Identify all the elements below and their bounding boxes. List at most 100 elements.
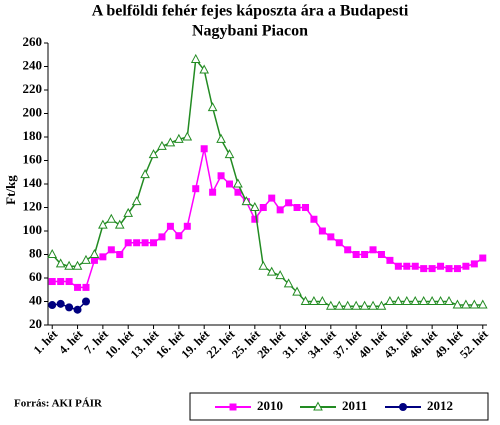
marker [157, 140, 167, 150]
marker [48, 301, 57, 310]
marker [327, 233, 335, 241]
marker [470, 260, 478, 268]
marker [385, 295, 395, 305]
marker [65, 278, 73, 286]
y-tick-label: 200 [23, 104, 43, 119]
y-tick-label: 180 [23, 128, 43, 143]
marker [123, 207, 134, 217]
x-tick-label: 52. hét [457, 327, 491, 361]
marker [224, 149, 235, 159]
marker [250, 201, 260, 211]
y-tick-label: 20 [29, 316, 42, 331]
chart-title: A belföldi fehér fejes káposzta ára a Bu… [92, 3, 409, 20]
x-tick-label: 4. hét [56, 327, 86, 357]
marker [182, 131, 193, 141]
marker [368, 300, 378, 310]
marker [403, 262, 411, 270]
y-tick-label: 60 [29, 269, 42, 284]
marker [344, 246, 352, 254]
marker [276, 206, 284, 214]
marker [351, 300, 361, 310]
marker [401, 295, 412, 305]
marker [72, 260, 83, 270]
y-axis-label: Ft/kg [3, 175, 18, 205]
marker [317, 295, 328, 305]
marker [309, 295, 319, 305]
legend-label: 2010 [257, 398, 283, 413]
marker [200, 145, 208, 153]
marker [359, 300, 370, 310]
marker [55, 258, 66, 268]
marker [361, 251, 369, 258]
y-tick-label: 100 [23, 222, 43, 237]
marker [124, 239, 132, 247]
marker [165, 137, 176, 147]
marker [199, 64, 210, 74]
marker [74, 283, 82, 291]
marker [209, 188, 217, 196]
marker [444, 295, 454, 305]
marker [133, 239, 141, 247]
marker [81, 297, 90, 306]
marker [453, 265, 461, 273]
marker [369, 246, 377, 254]
marker [65, 303, 74, 312]
y-tick-label: 240 [23, 57, 43, 72]
marker [57, 278, 65, 286]
marker [437, 262, 445, 270]
marker [114, 219, 125, 229]
marker [107, 246, 115, 254]
marker [98, 219, 108, 229]
marker [313, 401, 323, 411]
y-tick-label: 40 [29, 292, 42, 307]
marker [166, 222, 174, 230]
marker [116, 251, 124, 258]
marker [217, 172, 225, 180]
marker [462, 262, 470, 270]
marker [82, 283, 90, 291]
marker [158, 233, 166, 241]
marker [283, 278, 294, 288]
marker [266, 266, 277, 276]
marker [386, 256, 394, 264]
legend-label: 2011 [342, 398, 367, 413]
marker [229, 403, 237, 411]
y-tick-label: 220 [23, 81, 43, 96]
marker [241, 196, 252, 206]
marker [148, 149, 159, 159]
marker [259, 204, 267, 211]
y-tick-label: 160 [23, 151, 43, 166]
marker [81, 254, 91, 264]
marker [352, 251, 360, 258]
marker [192, 185, 200, 193]
chart-title: Nagybani Piacon [192, 23, 308, 40]
marker [99, 253, 107, 261]
marker [48, 278, 56, 286]
y-tick-label: 260 [23, 34, 43, 49]
y-tick-label: 140 [23, 175, 43, 190]
marker [47, 248, 58, 258]
marker [335, 239, 343, 247]
marker [461, 299, 471, 309]
marker [399, 403, 407, 411]
marker [190, 53, 201, 63]
marker [334, 300, 345, 310]
marker [418, 295, 429, 305]
y-tick-label: 80 [29, 245, 42, 260]
source: Forrás: AKI PÁIR [14, 398, 103, 410]
marker [318, 227, 326, 235]
marker [234, 188, 242, 196]
marker [251, 215, 259, 223]
marker [285, 199, 293, 207]
legend-label: 2012 [427, 398, 453, 413]
marker [469, 299, 480, 309]
marker [377, 251, 385, 258]
y-tick-label: 120 [23, 198, 43, 213]
marker [150, 239, 158, 247]
legend-box [189, 392, 489, 421]
marker [428, 265, 436, 273]
marker [410, 295, 421, 305]
marker [106, 213, 117, 223]
marker [73, 305, 82, 314]
marker [226, 180, 234, 188]
